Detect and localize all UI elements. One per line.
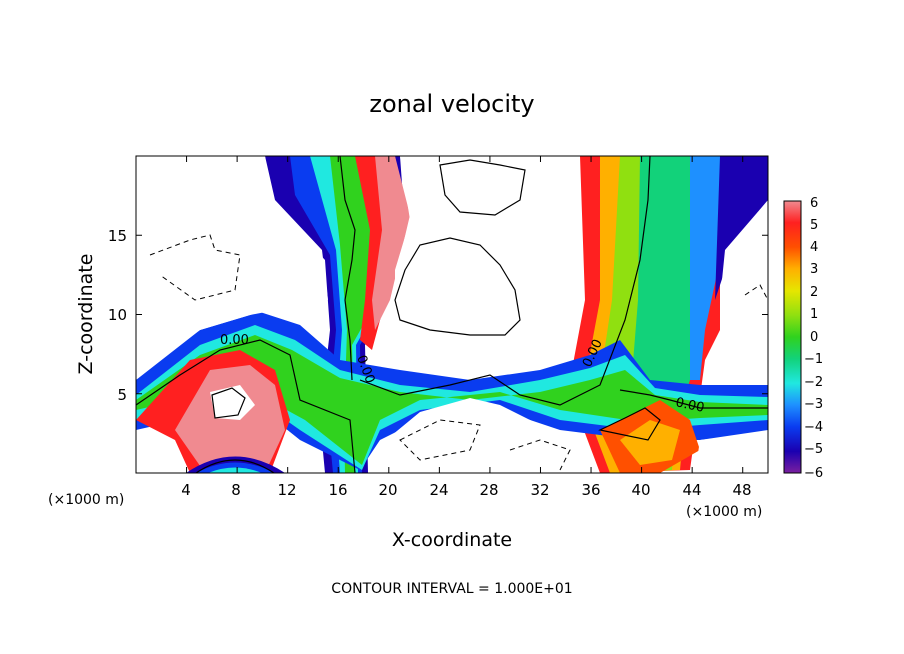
chart-title: zonal velocity xyxy=(369,90,534,118)
x-tick-label: 36 xyxy=(581,481,600,499)
x-tick-label: 16 xyxy=(328,481,347,499)
x-tick-label: 4 xyxy=(181,481,191,499)
colorbar-tick-label: 5 xyxy=(810,218,818,233)
y-tick-marks xyxy=(136,234,768,395)
y-tick-label: 10 xyxy=(108,306,127,324)
colorbar-tick-label: 4 xyxy=(810,240,818,255)
colorbar-tick-label: −6 xyxy=(804,466,823,481)
y-axis-title: Z-coordinate xyxy=(75,254,97,375)
colorbar-tick-label: 2 xyxy=(810,285,818,300)
colorbar-tick-label: −3 xyxy=(804,397,823,412)
y-tick-label: 15 xyxy=(108,227,127,245)
colorbar-tick-labels: 6 5 4 3 2 1 0 −1 −2 −3 −4 −5 −6 xyxy=(804,196,823,481)
x-tick-label: 12 xyxy=(277,481,296,499)
x-tick-marks xyxy=(186,156,744,473)
x-tick-label: 40 xyxy=(631,481,650,499)
velocity-field xyxy=(136,156,768,473)
x-tick-label: 48 xyxy=(732,481,751,499)
colorbar-tick-label: 3 xyxy=(810,262,818,277)
contour-interval-note: CONTOUR INTERVAL = 1.000E+01 xyxy=(331,581,572,597)
colorbar-tick-label: −4 xyxy=(804,420,823,435)
colorbar-tick-label: −2 xyxy=(804,375,823,390)
x-tick-label: 20 xyxy=(378,481,397,499)
x-tick-labels: 4 8 12 16 20 24 28 32 36 40 44 48 xyxy=(181,481,751,499)
colorbar-tick-label: 6 xyxy=(810,196,818,211)
y-tick-labels: 5 10 15 xyxy=(108,227,127,404)
x-axis-title: X-coordinate xyxy=(392,529,512,551)
x-unit-label-right: (×1000 m) xyxy=(686,504,762,520)
x-tick-label: 44 xyxy=(682,481,701,499)
x-tick-label: 28 xyxy=(479,481,498,499)
colorbar-tick-label: 1 xyxy=(810,307,818,322)
x-unit-label-left: (×1000 m) xyxy=(48,492,124,508)
x-tick-label: 32 xyxy=(530,481,549,499)
x-tick-label: 8 xyxy=(231,481,241,499)
colorbar xyxy=(783,200,802,474)
y-tick-label: 5 xyxy=(117,386,127,404)
contour-label-3: 0.00 xyxy=(674,395,705,416)
x-tick-label: 24 xyxy=(429,481,448,499)
colorbar-tick-label: −5 xyxy=(804,442,823,457)
colorbar-tick-label: −1 xyxy=(804,352,823,367)
colorbar-tick-label: 0 xyxy=(810,330,818,345)
contour-label-0: 0.00 xyxy=(220,333,249,348)
